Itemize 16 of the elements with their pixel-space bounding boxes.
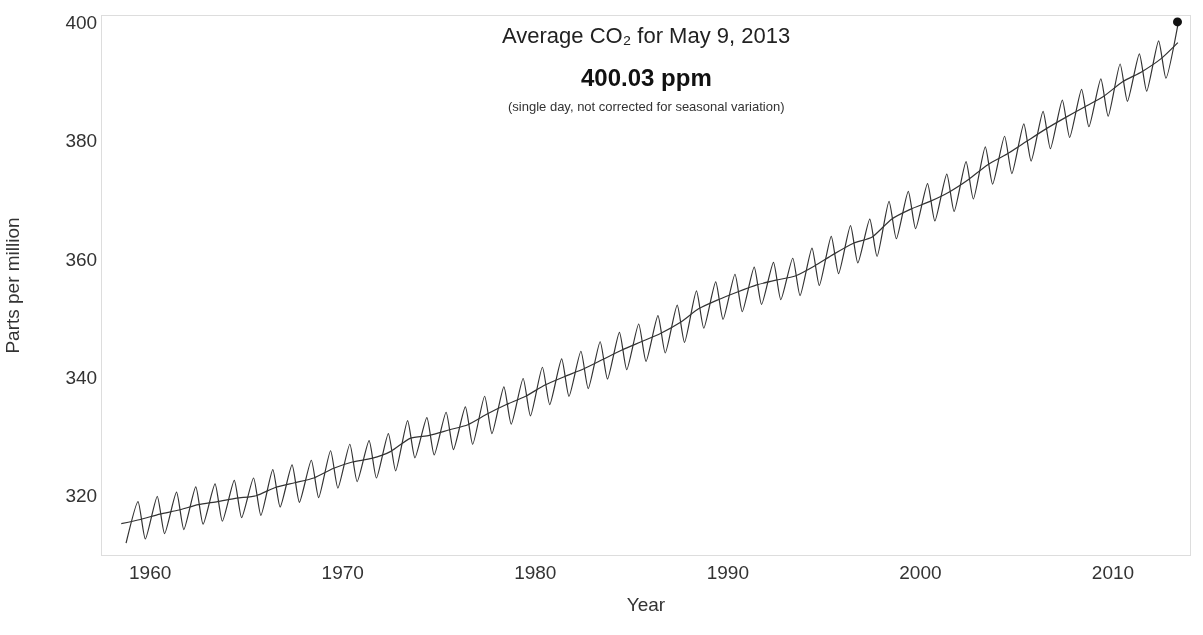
chart-title: Average CO₂ for May 9, 2013 xyxy=(502,23,791,48)
x-axis-title: Year xyxy=(626,593,666,615)
y-tick-label: 340 xyxy=(65,366,98,388)
x-tick-label: 1990 xyxy=(706,561,749,583)
x-tick-label: 1970 xyxy=(321,561,364,583)
y-axis-title: Parts per million xyxy=(2,217,24,354)
y-tick-label: 380 xyxy=(65,130,98,152)
x-tick-label: 2010 xyxy=(1091,561,1135,583)
y-tick-label: 320 xyxy=(65,485,98,507)
x-tick-label: 1980 xyxy=(514,561,557,583)
y-tick-label: 400 xyxy=(65,11,98,33)
x-tick-label: 2000 xyxy=(899,561,942,583)
text: 400.03 ppm xyxy=(581,64,712,91)
y-tick-label: 360 xyxy=(65,248,98,270)
annotation: (single day, not corrected for seasonal variation) xyxy=(508,99,785,114)
x-tick-label: 1960 xyxy=(129,561,172,583)
